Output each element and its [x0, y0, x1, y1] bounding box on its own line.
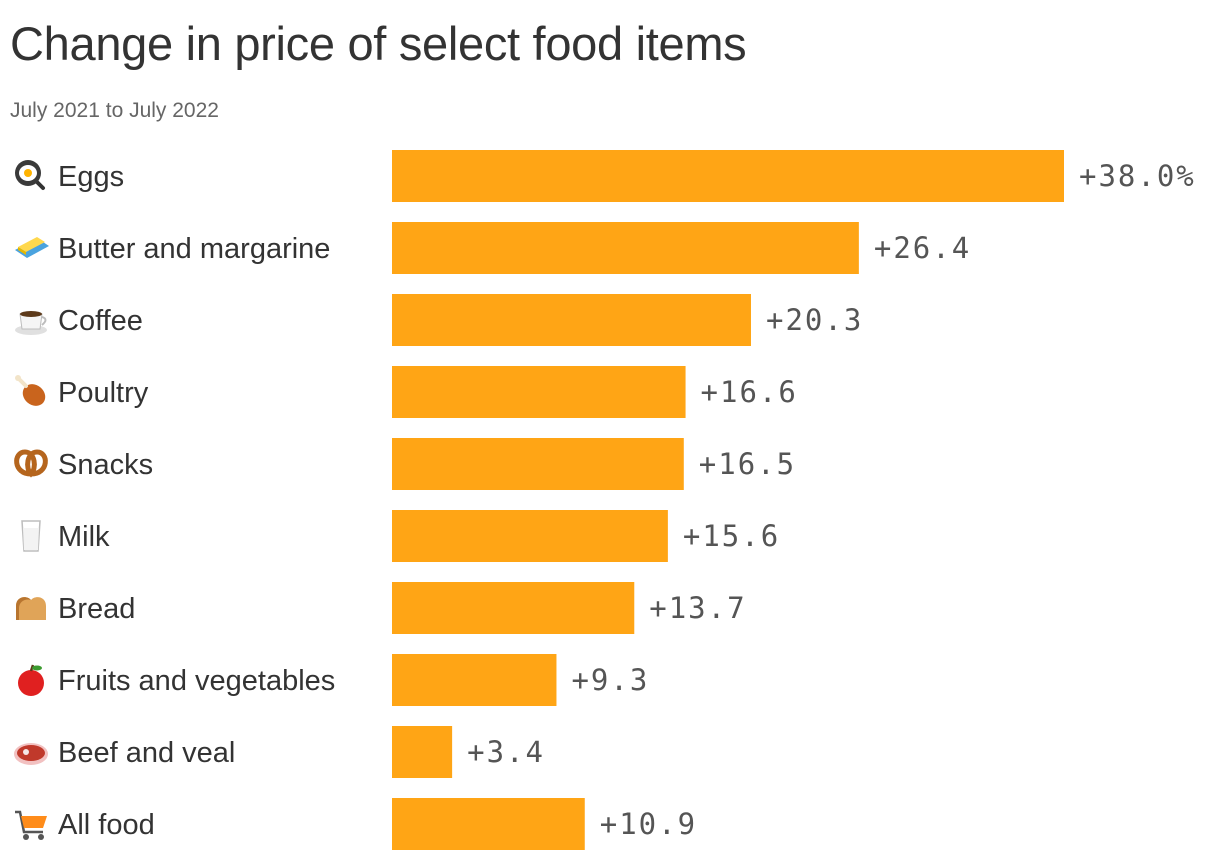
category-label-fruits-and-vegetables: Fruits and vegetables — [58, 665, 335, 697]
bar-butter-and-margarine — [392, 222, 859, 274]
bar-bread — [392, 582, 635, 634]
pretzel-icon — [14, 449, 48, 478]
shopping-cart-icon — [15, 810, 47, 840]
bar-eggs — [392, 150, 1064, 202]
value-label-snacks: +16.5 — [699, 447, 796, 481]
value-label-butter-and-margarine: +26.4 — [874, 231, 971, 265]
bar-poultry — [392, 366, 686, 418]
fried-egg-pan-icon — [15, 160, 45, 190]
value-label-fruits-and-vegetables: +9.3 — [571, 663, 649, 697]
value-label-beef-and-veal: +3.4 — [467, 735, 545, 769]
chart-title: Change in price of select food items — [10, 17, 747, 70]
milk-glass-icon — [21, 520, 41, 552]
category-label-snacks: Snacks — [58, 449, 153, 481]
poultry-leg-icon — [15, 375, 46, 406]
category-label-eggs: Eggs — [58, 161, 124, 193]
category-label-butter-and-margarine: Butter and margarine — [58, 233, 330, 265]
bar-fruits-and-vegetables — [392, 654, 557, 706]
bread-loaf-icon — [16, 597, 46, 620]
bar-milk — [392, 510, 668, 562]
bar-snacks — [392, 438, 684, 490]
value-label-coffee: +20.3 — [766, 303, 863, 337]
red-apple-icon — [18, 664, 44, 696]
coffee-cup-icon — [15, 311, 47, 335]
chart-subtitle: July 2021 to July 2022 — [10, 99, 219, 122]
value-label-poultry: +16.6 — [701, 375, 798, 409]
value-label-bread: +13.7 — [649, 591, 746, 625]
bar-coffee — [392, 294, 751, 346]
steak-icon — [14, 743, 48, 765]
value-label-milk: +15.6 — [683, 519, 780, 553]
bar-beef-and-veal — [392, 726, 453, 778]
category-label-milk: Milk — [58, 521, 110, 553]
value-label-eggs: +38.0% — [1079, 159, 1196, 193]
category-label-beef-and-veal: Beef and veal — [58, 737, 235, 769]
category-label-coffee: Coffee — [58, 305, 143, 337]
butter-icon — [15, 237, 49, 258]
category-label-bread: Bread — [58, 593, 135, 625]
bar-all-food — [392, 798, 585, 850]
value-label-all-food: +10.9 — [600, 807, 697, 841]
category-label-all-food: All food — [58, 809, 155, 841]
category-label-poultry: Poultry — [58, 377, 149, 409]
